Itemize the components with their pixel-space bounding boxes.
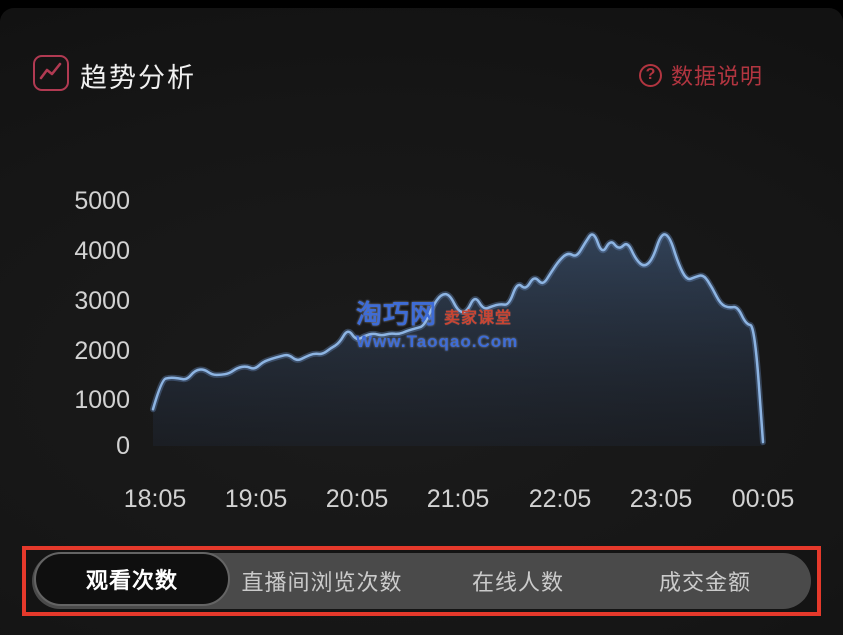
trend-analysis-card: 趋势分析 ? 数据说明 5000 4000 3000 2000 1000 0 淘… <box>0 8 843 635</box>
data-help-link[interactable]: ? 数据说明 <box>638 59 763 91</box>
x-tick-0005: 00:05 <box>731 485 795 513</box>
tab-view-count-label: 观看次数 <box>85 568 178 593</box>
tab-online-users[interactable]: 在线人数 <box>471 570 565 595</box>
x-tick-1905: 19:05 <box>224 485 288 513</box>
x-tick-2205: 22:05 <box>528 485 592 513</box>
y-tick-3000: 3000 <box>74 287 130 315</box>
trend-chart-icon <box>33 55 69 91</box>
x-tick-2105: 21:05 <box>426 485 490 513</box>
y-tick-0: 0 <box>116 432 130 460</box>
chart-plot <box>150 231 766 446</box>
x-tick-2305: 23:05 <box>629 485 693 513</box>
tab-view-count[interactable]: 观看次数 <box>34 552 230 606</box>
y-tick-5000: 5000 <box>74 187 130 215</box>
data-help-label: 数据说明 <box>670 64 763 89</box>
annotation-highlight: 观看次数 直播间浏览次数 在线人数 成交金额 <box>22 546 821 616</box>
tab-room-browse-count[interactable]: 直播间浏览次数 <box>241 570 403 595</box>
y-tick-4000: 4000 <box>74 237 130 265</box>
x-tick-1805: 18:05 <box>123 485 187 513</box>
y-tick-1000: 1000 <box>74 386 130 414</box>
y-tick-2000: 2000 <box>74 337 130 365</box>
question-circle-icon: ? <box>638 63 662 87</box>
page-title: 趋势分析 <box>80 63 196 93</box>
tab-transaction-amount[interactable]: 成交金额 <box>658 570 752 595</box>
x-tick-2005: 20:05 <box>325 485 389 513</box>
